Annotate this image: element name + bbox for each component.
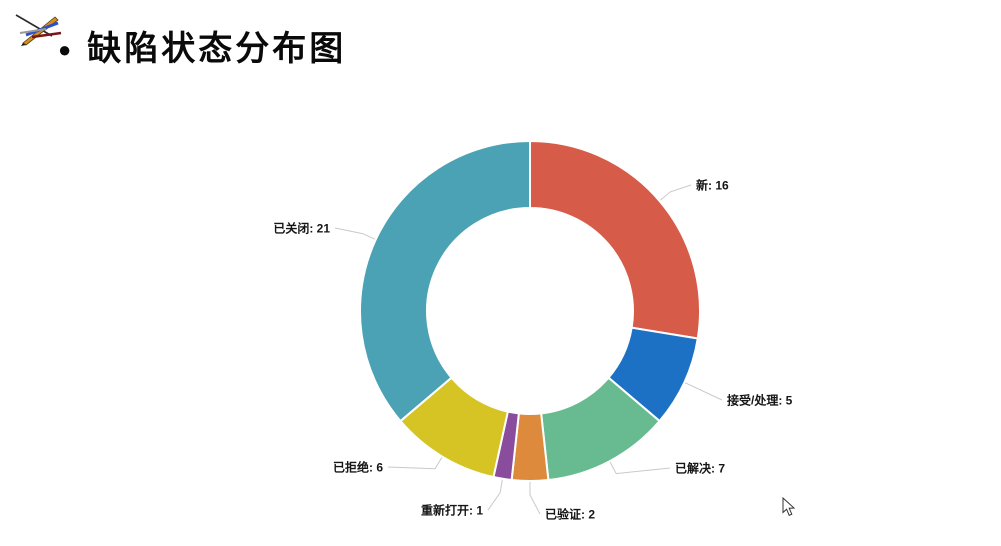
crossed-pens-logo-svg xyxy=(15,14,62,46)
slice-label-重新打开: 重新打开: 1 xyxy=(421,503,483,518)
donut-slice-新[interactable] xyxy=(529,140,701,340)
title-row: ● 缺陷状态分布图 xyxy=(58,30,346,71)
label-leader-line-已解决 xyxy=(609,461,671,475)
label-leader-line-已拒绝 xyxy=(387,457,443,470)
label-leader-line-已验证 xyxy=(529,482,541,515)
page-title: 缺陷状态分布图 xyxy=(87,31,347,68)
title-bullet: ● xyxy=(58,37,72,63)
label-leader-line-重新打开 xyxy=(487,479,503,511)
slice-label-已验证: 已验证: 2 xyxy=(545,507,595,522)
label-leader-line-已关闭 xyxy=(334,227,376,240)
crossed-pens-logo xyxy=(12,6,64,48)
slice-label-已关闭: 已关闭: 21 xyxy=(273,221,330,236)
slice-label-接受/处理: 接受/处理: 5 xyxy=(727,393,793,408)
label-leader-line-新 xyxy=(659,184,692,201)
slice-label-新: 新: 16 xyxy=(696,178,729,193)
donut-slice-已关闭[interactable] xyxy=(359,140,531,423)
slice-label-已拒绝: 已拒绝: 6 xyxy=(333,460,383,475)
slice-label-已解决: 已解决: 7 xyxy=(675,461,725,476)
label-leader-line-接受/处理 xyxy=(684,382,723,401)
